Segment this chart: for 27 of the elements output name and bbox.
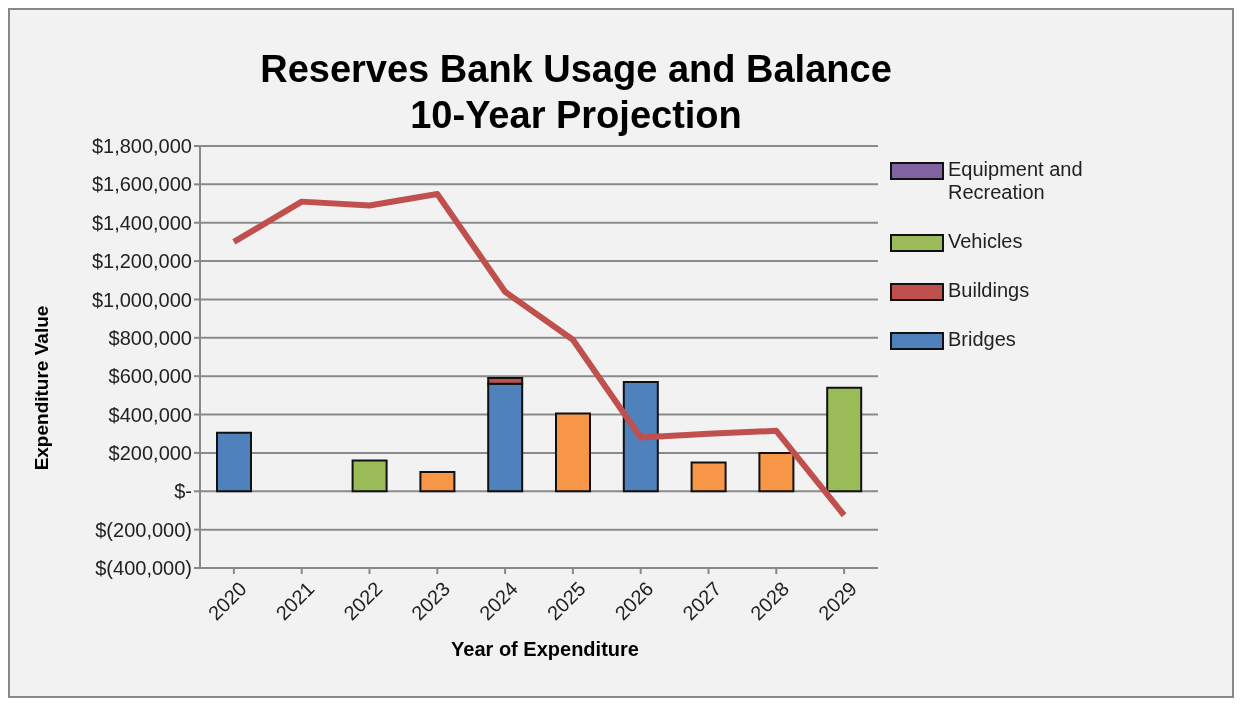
bar	[826, 386, 863, 493]
bar	[419, 471, 456, 493]
legend-label: Bridges	[948, 328, 1017, 351]
bar	[351, 459, 388, 493]
legend-label: Vehicles	[948, 230, 1024, 253]
legend-label: Equipment and Recreation	[948, 158, 1084, 204]
y-tick-label: $(200,000)	[95, 518, 192, 541]
y-tick-label: $(400,000)	[95, 557, 192, 580]
y-tick-label: $1,600,000	[91, 173, 192, 196]
y-tick-label: $400,000	[108, 403, 192, 426]
y-tick-label: $1,800,000	[91, 135, 192, 158]
y-tick-label: $200,000	[108, 442, 192, 465]
y-tick-label: $-	[174, 480, 192, 503]
y-tick-label: $1,400,000	[91, 211, 192, 234]
bar	[690, 461, 727, 493]
y-tick-label: $600,000	[108, 365, 192, 388]
y-tick-label: $1,200,000	[91, 250, 192, 273]
y-tick-label: $1,000,000	[91, 288, 192, 311]
y-axis-title: Expenditure Value	[31, 305, 53, 471]
x-axis-title: Year of Expenditure	[450, 638, 640, 661]
legend-label: Buildings	[948, 279, 1031, 302]
bar	[555, 412, 591, 493]
chart-title: Reserves Bank Usage and Balance 10-Year Projection	[260, 48, 892, 136]
bar	[758, 451, 795, 493]
y-tick-label: $800,000	[108, 326, 192, 349]
bar	[622, 380, 659, 493]
bar	[216, 431, 252, 493]
